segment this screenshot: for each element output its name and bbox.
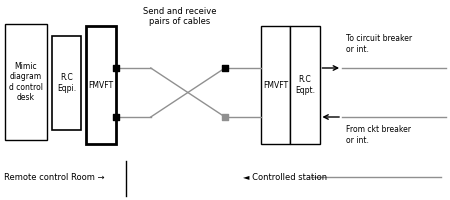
Bar — [290, 26, 320, 144]
Bar — [261, 26, 290, 144]
Text: ◄ Controlled station: ◄ Controlled station — [243, 172, 327, 182]
Text: FMVFT: FMVFT — [263, 81, 288, 90]
Bar — [4, 24, 47, 140]
Bar — [52, 36, 81, 130]
Text: FMVFT: FMVFT — [89, 81, 113, 90]
Point — [112, 66, 119, 70]
Text: R.C
Eqpi.: R.C Eqpi. — [57, 73, 76, 93]
Text: To circuit breaker
or int.: To circuit breaker or int. — [346, 34, 413, 54]
Text: Remote control Room →: Remote control Room → — [4, 172, 105, 182]
Text: Send and receive
pairs of cables: Send and receive pairs of cables — [143, 7, 217, 26]
Text: From ckt breaker
or int.: From ckt breaker or int. — [346, 125, 411, 145]
Bar — [86, 26, 116, 144]
Point — [221, 115, 229, 119]
Point — [112, 115, 119, 119]
Point — [221, 66, 229, 70]
Text: Mimic
diagram
d control
desk: Mimic diagram d control desk — [9, 62, 43, 102]
Text: R.C
Eqpt.: R.C Eqpt. — [295, 75, 315, 95]
